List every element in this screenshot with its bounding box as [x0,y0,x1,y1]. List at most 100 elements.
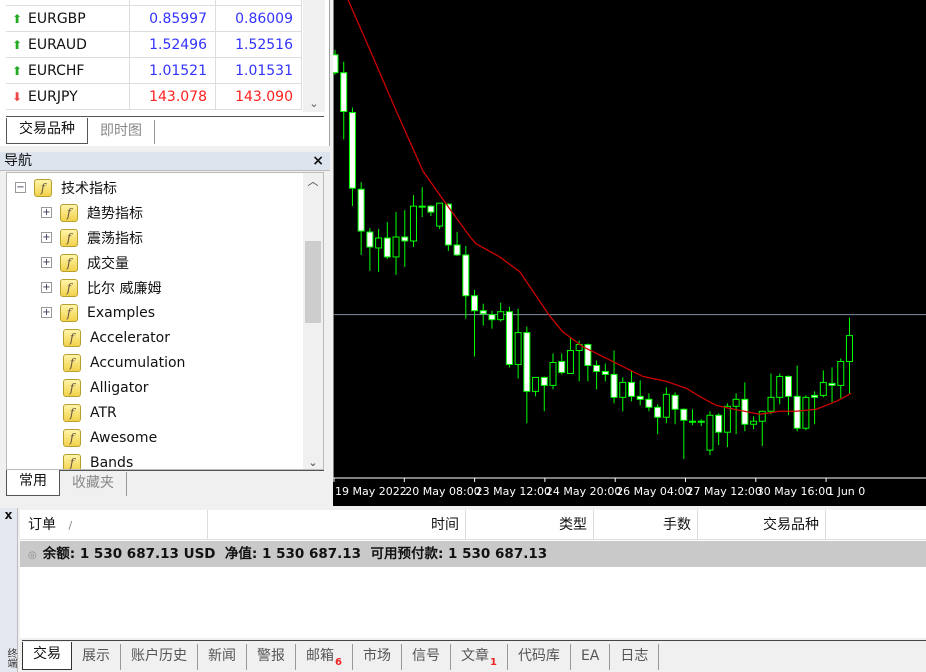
indicator-icon: f [63,378,81,397]
candle-body [523,332,531,392]
chevron-down-icon[interactable]: ⌄ [308,456,318,469]
ask-price: 0.86009 [216,6,302,31]
candle-body [671,394,679,410]
candle-body [409,205,417,242]
balance-row[interactable]: ◎ 余额: 1 530 687.13 USD 净值: 1 530 687.13 可… [20,541,926,567]
terminal-tab[interactable]: 日志 [610,644,660,670]
tree-indicator-item[interactable]: f Awesome [63,425,157,450]
candle-body [697,420,705,423]
terminal-tab[interactable]: 邮箱6 [296,644,353,670]
collapse-icon[interactable]: − [15,182,26,193]
terminal-tab[interactable]: 展示 [72,644,121,670]
market-watch-scrollbar[interactable]: ⌄ [303,0,325,112]
terminal-tab[interactable]: 市场 [353,644,402,670]
candle-body [540,376,548,386]
expand-icon[interactable]: + [41,257,52,268]
indicator-icon: f [63,353,81,372]
candle-body [845,335,853,362]
tree-indicator-item[interactable]: f Bands [63,450,133,469]
candle-body [418,205,426,208]
market-row-partial[interactable] [6,0,302,6]
tree-group[interactable]: + f 成交量 [41,253,129,272]
symbol-name: EURGBP [28,6,130,31]
column-lots[interactable]: 手数 [594,510,698,540]
tree-indicator-item[interactable]: f Accelerator [63,325,170,350]
candle-body [811,394,819,398]
terminal-tab[interactable]: 代码库 [508,644,571,670]
terminal-tab[interactable]: 交易 [22,642,72,670]
tree-root-indicators[interactable]: − f 技术指标 [15,178,117,197]
price-chart[interactable]: 19 May 2022 20 May 08:00 23 May 12:00 24 Ma… [331,0,926,506]
tree-group[interactable]: + f Examples [41,303,156,322]
candle-body [584,344,592,366]
candle-body [392,236,400,258]
tree-indicator-item[interactable]: f ATR [63,400,117,425]
tree-indicator-item[interactable]: f Accumulation [63,350,185,375]
candle-body [566,350,574,374]
close-icon[interactable]: × [312,153,324,169]
orders-table: 订单 / 时间 类型 手数 交易品种 ◎ 余额: 1 530 687.13 USD… [20,510,926,638]
market-row[interactable]: ⬆ EURCHF 1.01521 1.01531 [6,58,302,84]
column-symbol[interactable]: 交易品种 [698,510,826,540]
candle-body [715,414,723,433]
indicator-icon: f [63,328,81,347]
candle-body [497,311,505,321]
navigator-tabs: 常用 收藏夹 [6,470,324,496]
tab-badge: 6 [335,657,342,668]
tree-group[interactable]: + f 比尔 威廉姆 [41,278,162,297]
candle-body [680,408,688,421]
moving-average-line [347,0,852,415]
candle-body [784,375,792,397]
candle-body [636,395,644,400]
function-icon: f [60,253,78,272]
expand-icon[interactable]: + [41,282,52,293]
market-watch-panel: ⬆ EURGBP 0.85997 0.86009 ⬆ EURAUD 1.52496… [0,0,330,146]
ask-price: 1.52516 [216,32,302,57]
candle-body [479,310,487,315]
navigator-header: 导航 × [0,152,330,171]
market-row[interactable]: ⬆ EURGBP 0.85997 0.86009 [6,6,302,32]
market-row[interactable]: ⬆ EURAUD 1.52496 1.52516 [6,32,302,58]
chevron-down-icon[interactable]: ⌄ [309,97,319,110]
ask-price: 1.01531 [216,58,302,83]
table-header: 订单 / 时间 类型 手数 交易品种 [20,510,926,540]
tab-symbols[interactable]: 交易品种 [6,118,88,144]
tab-tick-chart[interactable]: 即时图 [88,120,155,144]
candle-body [750,420,758,425]
tab-badge: 1 [489,657,497,668]
column-order[interactable]: 订单 / [20,510,208,540]
terminal-tab[interactable]: 文章1 [451,644,508,670]
terminal-tab[interactable]: 警报 [247,644,296,670]
terminal-tab[interactable]: 账户历史 [121,644,198,670]
candle-body [453,244,461,256]
navigator-tree: − f 技术指标 + f 趋势指标 + f 震荡指标 + f 成交量 + f 比尔 威廉姆 + f Exam… [6,172,324,470]
function-icon: f [34,178,52,197]
candle-body [662,393,670,418]
indicator-icon: f [63,453,81,469]
terminal-tab[interactable]: EA [571,644,611,670]
terminal-tab[interactable]: 信号 [402,644,451,670]
market-row[interactable]: ⬇ EURJPY 143.078 143.090 [6,84,302,110]
candle-body [837,360,845,386]
scroll-thumb[interactable] [305,241,321,323]
expand-icon[interactable]: + [41,207,52,218]
navigator-scrollbar[interactable]: ︿ ⌄ [303,173,323,469]
column-type[interactable]: 类型 [466,510,594,540]
column-time[interactable]: 时间 [208,510,466,540]
tree-group[interactable]: + f 震荡指标 [41,228,143,247]
chevron-up-icon[interactable]: ︿ [307,175,319,188]
candle-body [401,236,409,242]
candle-body [793,395,801,429]
tree-indicator-item[interactable]: f Alligator [63,375,149,400]
terminal-tab[interactable]: 新闻 [198,644,247,670]
tab-favorites[interactable]: 收藏夹 [60,472,127,496]
candle-body [619,381,627,398]
tab-common[interactable]: 常用 [6,470,60,496]
arrow-down-icon: ⬇ [11,89,23,104]
close-icon[interactable]: x [4,508,13,522]
expand-icon[interactable]: + [41,232,52,243]
expand-icon[interactable]: + [41,307,52,318]
candle-body [514,332,522,365]
tree-group[interactable]: + f 趋势指标 [41,203,143,222]
